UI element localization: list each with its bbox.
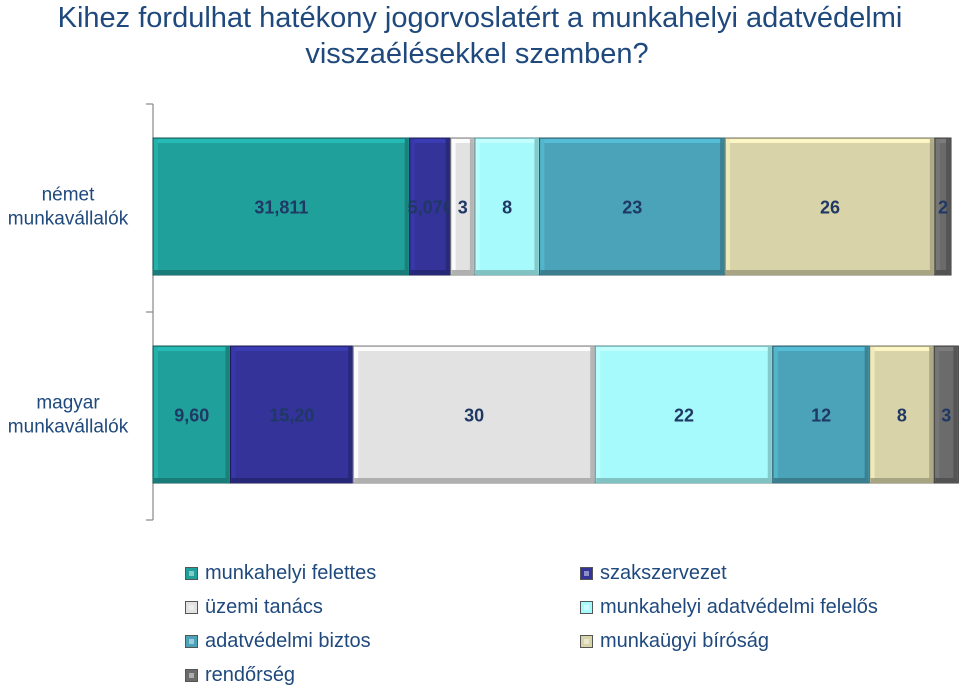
legend-swatch bbox=[185, 634, 198, 648]
bar-segment bbox=[152, 137, 411, 276]
data-label: 3 bbox=[941, 406, 951, 426]
legend-item: munkaügyi bíróság bbox=[580, 624, 945, 658]
bar-segment bbox=[152, 345, 231, 484]
category-label: munkavállalók bbox=[8, 209, 129, 230]
data-label: 26 bbox=[820, 198, 840, 218]
chart-legend: munkahelyi felettes szakszervezet üzemi ta… bbox=[185, 556, 945, 692]
bar-segment bbox=[594, 345, 774, 484]
data-label: 9,60 bbox=[174, 406, 209, 426]
bar-segment bbox=[450, 137, 476, 276]
bar-segment bbox=[352, 345, 596, 484]
category-label: munkavállalók bbox=[8, 417, 129, 438]
legend-label: üzemi tanács bbox=[205, 595, 323, 618]
chart-title-line2: visszaélésekkel szemben? bbox=[305, 38, 649, 70]
bar-segment bbox=[474, 137, 540, 276]
legend-swatch bbox=[185, 600, 198, 614]
bar-segment bbox=[229, 345, 354, 484]
data-label: 31,811 bbox=[254, 198, 308, 218]
data-label: 2 bbox=[938, 198, 948, 218]
legend-item: munkahelyi adatvédelmi felelős bbox=[580, 590, 945, 624]
legend-label: rendőrség bbox=[205, 663, 296, 686]
legend-label: adatvédelmi biztos bbox=[205, 629, 371, 652]
data-label: 5,076 bbox=[408, 198, 453, 218]
legend-swatch bbox=[580, 600, 593, 614]
legend-item: adatvédelmi biztos bbox=[185, 624, 580, 658]
data-label: 12 bbox=[811, 406, 831, 426]
legend-label: szakszervezet bbox=[600, 561, 727, 584]
bar-segment bbox=[724, 137, 936, 276]
bar-segment bbox=[934, 137, 952, 276]
legend-item: rendőrség bbox=[185, 658, 580, 692]
data-label: 22 bbox=[674, 406, 694, 426]
bar-segment bbox=[538, 137, 726, 276]
bar-segment bbox=[772, 345, 871, 484]
bar-segment bbox=[409, 137, 452, 276]
legend-label: munkaügyi bíróság bbox=[600, 629, 769, 652]
legend-label: munkahelyi adatvédelmi felelős bbox=[600, 595, 878, 618]
chart-title-line1: Kihez fordulhat hatékony jogorvoslatért … bbox=[57, 2, 903, 34]
data-label: 30 bbox=[464, 406, 484, 426]
data-label: 8 bbox=[897, 406, 907, 426]
legend-swatch bbox=[580, 634, 593, 648]
legend-swatch bbox=[580, 566, 593, 580]
chart-title: Kihez fordulhat hatékony jogorvoslatért … bbox=[0, 0, 960, 72]
data-label: 3 bbox=[458, 198, 468, 218]
legend-item: szakszervezet bbox=[580, 556, 945, 590]
legend-label: munkahelyi felettes bbox=[205, 561, 377, 584]
legend-swatch bbox=[185, 566, 198, 580]
bar-segment bbox=[933, 345, 959, 484]
category-label: magyar bbox=[36, 393, 100, 414]
legend-item: munkahelyi felettes bbox=[185, 556, 580, 590]
data-label: 15,20 bbox=[269, 406, 314, 426]
data-label: 8 bbox=[502, 198, 512, 218]
legend-item: üzemi tanács bbox=[185, 590, 580, 624]
bar-segment bbox=[869, 345, 935, 484]
data-label: 23 bbox=[622, 198, 642, 218]
legend-swatch bbox=[185, 668, 198, 682]
category-label: német bbox=[42, 185, 96, 206]
